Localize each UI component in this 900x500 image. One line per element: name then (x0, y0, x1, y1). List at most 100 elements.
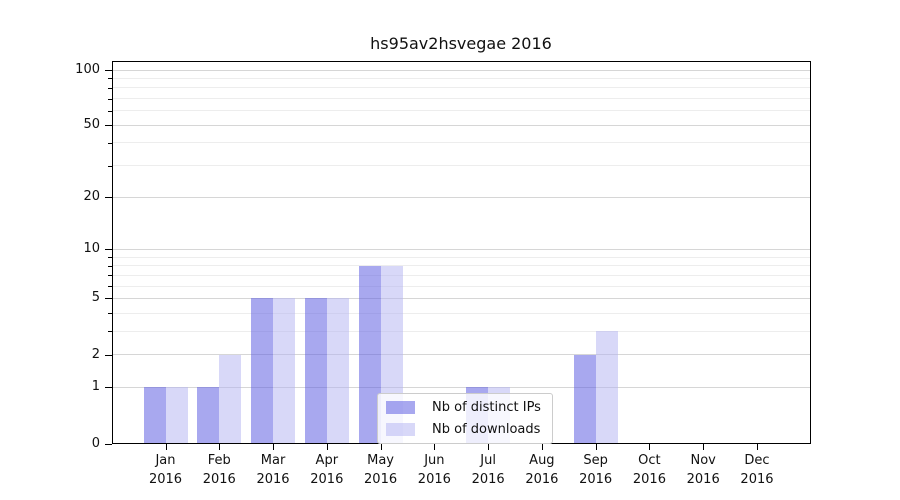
y-minor-tick (108, 98, 112, 100)
x-tick-label-year: 2016 (364, 471, 398, 487)
x-tick-label-month: Jan (155, 453, 176, 468)
x-tick (703, 444, 705, 450)
bar-distinct-ips (304, 298, 327, 444)
x-tick-label: Sep 2016 (566, 452, 626, 489)
y-major-gridline (113, 386, 810, 388)
bar-downloads (219, 354, 242, 444)
y-minor-gridline (113, 285, 810, 287)
x-tick-label: Mar 2016 (243, 452, 303, 489)
x-tick-label: Oct 2016 (619, 452, 679, 489)
x-tick-label-month: Dec (744, 453, 770, 468)
y-minor-gridline (113, 274, 810, 276)
chart-title: hs95av2hsvegae 2016 (370, 34, 552, 53)
x-tick (434, 444, 436, 450)
y-major-gridline (113, 196, 810, 198)
x-tick-label-year: 2016 (632, 471, 666, 487)
y-minor-tick (108, 110, 112, 112)
x-tick-label-year: 2016 (525, 471, 559, 487)
y-tick (105, 298, 112, 300)
x-tick-label: Feb 2016 (189, 452, 249, 489)
y-tick (105, 197, 112, 199)
legend-label-distinct-ips: Nb of distinct IPs (432, 400, 541, 415)
y-minor-tick (108, 265, 112, 267)
bar-downloads (326, 298, 349, 444)
x-tick (380, 444, 382, 450)
y-tick (105, 443, 112, 445)
y-minor-tick (108, 78, 112, 80)
bar-distinct-ips (197, 387, 220, 444)
x-tick (273, 444, 275, 450)
y-tick (105, 70, 112, 71)
y-major-gridline (113, 248, 810, 250)
x-tick-label-year: 2016 (471, 471, 505, 487)
y-tick (105, 249, 112, 251)
legend-item-downloads: Nb of downloads (386, 422, 541, 437)
y-minor-gridline (113, 77, 810, 79)
x-tick-label: Jan 2016 (136, 452, 196, 489)
y-tick-label: 1 (91, 379, 100, 395)
x-tick-label-month: Aug (529, 453, 555, 468)
x-tick (488, 444, 490, 450)
y-tick (105, 354, 112, 356)
y-minor-gridline (113, 330, 810, 332)
x-tick-label-year: 2016 (740, 471, 774, 487)
legend-swatch-downloads (386, 423, 415, 436)
y-minor-tick (108, 142, 112, 144)
y-minor-gridline (113, 110, 810, 112)
legend-label-downloads: Nb of downloads (432, 422, 541, 437)
bar-downloads (165, 387, 188, 444)
y-major-gridline (113, 69, 810, 71)
y-minor-tick (108, 257, 112, 259)
y-major-gridline (113, 354, 810, 356)
plot-border (112, 61, 811, 444)
y-tick-label: 0 (91, 435, 100, 451)
x-tick (326, 444, 328, 450)
x-tick-label: Apr 2016 (297, 452, 357, 489)
y-minor-tick (108, 331, 112, 333)
bar-distinct-ips (358, 265, 381, 444)
x-tick-label-year: 2016 (579, 471, 613, 487)
y-tick-label: 50 (83, 117, 100, 133)
y-minor-gridline (113, 256, 810, 258)
bar-downloads (595, 331, 618, 444)
x-tick-label-month: Nov (690, 453, 716, 468)
x-tick-label: May 2016 (351, 452, 411, 489)
y-minor-gridline (113, 265, 810, 267)
bar-distinct-ips (573, 354, 596, 444)
x-tick-label: Jun 2016 (404, 452, 464, 489)
bar-distinct-ips (143, 387, 166, 444)
y-major-gridline (113, 124, 810, 126)
x-tick-label-year: 2016 (148, 471, 183, 487)
x-tick-label: Dec 2016 (727, 452, 787, 489)
y-minor-gridline (113, 312, 810, 314)
x-tick-label: Nov 2016 (673, 452, 733, 489)
x-tick-label-year: 2016 (417, 471, 451, 487)
y-minor-tick (108, 286, 112, 288)
y-tick-label: 5 (91, 290, 100, 306)
y-major-gridline (113, 297, 810, 299)
legend: Nb of distinct IPs Nb of downloads (377, 393, 553, 444)
x-tick-label: Aug 2016 (512, 452, 572, 489)
y-tick (105, 125, 112, 127)
y-minor-tick (108, 275, 112, 277)
x-tick-label-year: 2016 (686, 471, 720, 487)
y-tick (105, 387, 112, 389)
x-tick-label-month: May (367, 453, 395, 468)
y-minor-gridline (113, 87, 810, 89)
x-tick (219, 444, 221, 450)
x-tick (756, 444, 758, 450)
x-tick (595, 444, 597, 450)
x-tick-label-month: Sep (583, 453, 608, 468)
y-minor-tick (108, 87, 112, 89)
bar-distinct-ips (251, 298, 274, 444)
y-minor-gridline (113, 165, 810, 167)
y-minor-gridline (113, 98, 810, 100)
x-tick-label: Jul 2016 (458, 452, 518, 489)
x-tick-label-year: 2016 (202, 471, 236, 487)
x-tick-label-month: Oct (638, 453, 661, 468)
y-minor-tick (108, 313, 112, 315)
x-tick-label-month: Apr (315, 453, 339, 468)
x-tick-label-year: 2016 (310, 471, 344, 487)
x-tick-label-year: 2016 (256, 471, 290, 487)
x-tick-label-month: Feb (207, 453, 231, 468)
